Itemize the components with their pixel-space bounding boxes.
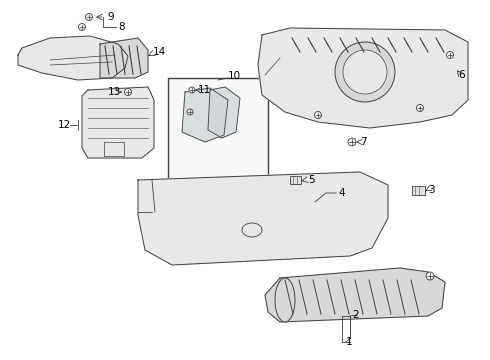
Text: 4: 4 <box>338 188 344 198</box>
Text: 14: 14 <box>153 47 166 57</box>
Circle shape <box>124 89 131 95</box>
Text: 1: 1 <box>346 337 353 347</box>
Circle shape <box>187 109 193 115</box>
Circle shape <box>416 104 423 112</box>
Circle shape <box>85 13 93 21</box>
Circle shape <box>315 112 321 118</box>
Text: 3: 3 <box>428 185 435 195</box>
Text: 13: 13 <box>108 87 121 97</box>
Text: 11: 11 <box>198 85 211 95</box>
Polygon shape <box>182 88 228 142</box>
Text: 8: 8 <box>118 22 124 32</box>
Circle shape <box>189 87 195 93</box>
Text: 5: 5 <box>308 175 315 185</box>
Bar <box>168 78 268 183</box>
Polygon shape <box>82 87 154 158</box>
Circle shape <box>343 50 387 94</box>
Text: 7: 7 <box>360 137 367 147</box>
Circle shape <box>348 138 356 146</box>
Bar <box>412 185 424 194</box>
Polygon shape <box>258 28 468 128</box>
Ellipse shape <box>242 223 262 237</box>
Circle shape <box>78 23 85 31</box>
Ellipse shape <box>275 278 295 322</box>
Polygon shape <box>208 87 240 138</box>
Circle shape <box>335 42 395 102</box>
Text: 12: 12 <box>58 120 71 130</box>
Text: 10: 10 <box>228 71 241 81</box>
Bar <box>290 176 300 184</box>
Circle shape <box>426 272 434 280</box>
Polygon shape <box>100 38 148 78</box>
Circle shape <box>446 51 454 59</box>
Polygon shape <box>18 36 128 80</box>
Polygon shape <box>138 172 388 265</box>
Text: 9: 9 <box>107 12 114 22</box>
Polygon shape <box>265 268 445 322</box>
Bar <box>104 142 124 156</box>
Text: 2: 2 <box>352 310 359 320</box>
Text: 6: 6 <box>458 70 465 80</box>
